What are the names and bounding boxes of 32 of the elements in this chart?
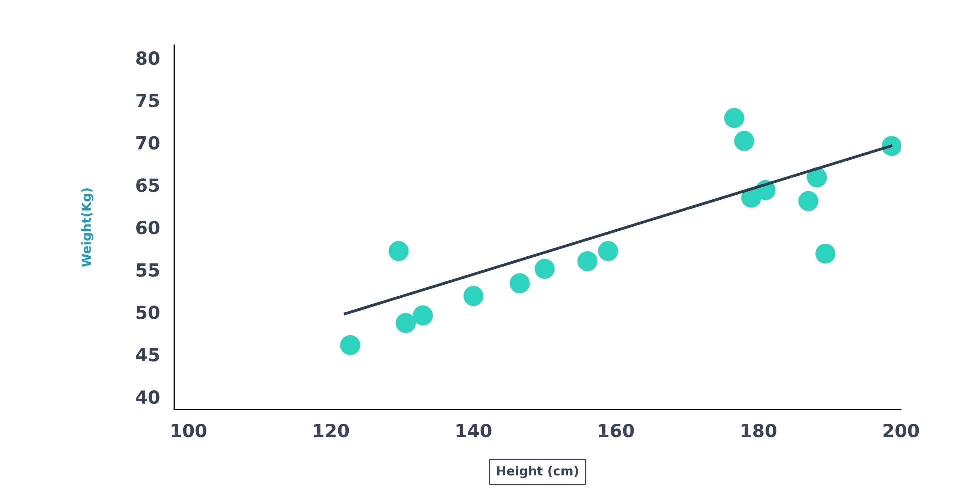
point	[816, 244, 836, 264]
point	[396, 313, 416, 334]
point	[388, 241, 409, 262]
y-tick-label: 60	[136, 221, 160, 235]
x-tick-label: 140	[456, 424, 492, 438]
x-tick-label: 200	[884, 424, 920, 438]
point	[724, 108, 744, 128]
x-tick-label: 100	[172, 424, 207, 438]
x-tick-label: 180	[742, 424, 777, 438]
point	[578, 251, 598, 272]
y-axis-title: Weight(Kg)	[82, 188, 94, 268]
point	[534, 259, 555, 280]
x-tick-label: 120	[314, 424, 350, 438]
y-tick-label: 75	[136, 94, 160, 108]
y-tick-label: 70	[136, 136, 160, 150]
y-tick-label: 80	[136, 52, 160, 66]
point	[510, 273, 530, 294]
x-tick-label: 160	[599, 424, 634, 438]
x-axis-title: Height (cm)	[497, 466, 578, 478]
point	[798, 191, 819, 212]
point	[413, 306, 434, 326]
point	[464, 286, 484, 306]
y-tick-label: 45	[136, 348, 160, 362]
y-tick-label: 50	[136, 306, 160, 320]
point	[340, 335, 360, 356]
point	[598, 241, 618, 262]
point	[734, 131, 754, 152]
point	[882, 136, 902, 156]
y-tick-label: 65	[136, 178, 160, 192]
point	[807, 168, 828, 188]
y-tick-label: 40	[136, 390, 160, 404]
y-tick-label: 55	[136, 264, 160, 278]
